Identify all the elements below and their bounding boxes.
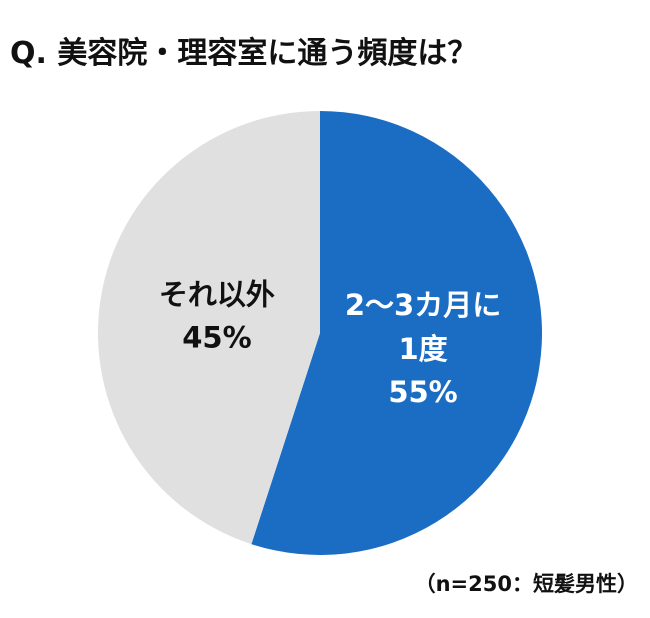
- category-label: 2～3カ月に1度: [344, 288, 502, 366]
- chart-title: Q. 美容院・理容室に通う頻度は？: [10, 36, 478, 71]
- value-label: 45%: [182, 320, 252, 355]
- slice-label: それ以外 45%: [131, 273, 303, 360]
- value-label: 55%: [388, 375, 458, 410]
- pie-slice: [98, 111, 320, 545]
- category-label: それ以外: [158, 277, 275, 312]
- slice-label: 2～3カ月に1度 55%: [337, 284, 509, 415]
- note: （n=250：短髪男性）: [414, 572, 638, 596]
- pie-slice: [251, 111, 543, 555]
